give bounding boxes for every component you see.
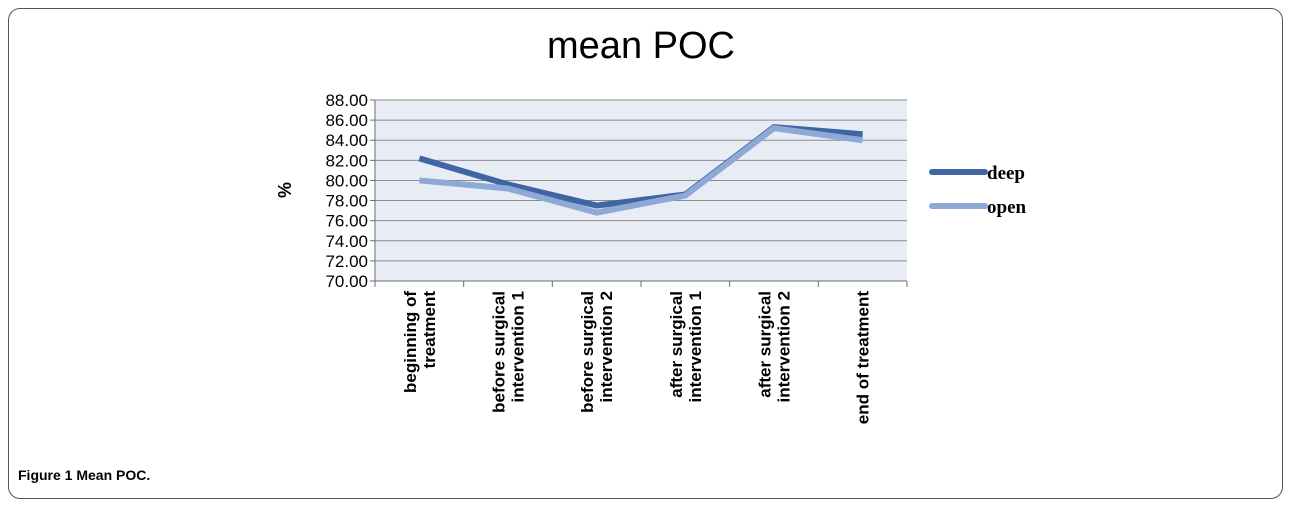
y-tick-label: 70.00 bbox=[325, 272, 368, 291]
y-axis-label: % bbox=[275, 182, 295, 198]
x-tick-label: before surgical bbox=[578, 291, 597, 413]
x-tick-label: intervention 2 bbox=[775, 291, 794, 402]
series-line-open bbox=[419, 125, 864, 216]
y-tick-label: 72.00 bbox=[325, 252, 368, 271]
chart-title: mean POC bbox=[547, 25, 735, 67]
y-tick-label: 86.00 bbox=[325, 111, 368, 130]
y-tick-label: 82.00 bbox=[325, 151, 368, 170]
x-tick-label: after surgical bbox=[667, 291, 686, 398]
legend-label-open: open bbox=[987, 197, 1027, 218]
plot-area bbox=[375, 99, 907, 282]
legend-label-deep: deep bbox=[987, 163, 1025, 184]
y-tick-label: 78.00 bbox=[325, 192, 368, 211]
y-tick-label: 76.00 bbox=[325, 212, 368, 231]
x-tick-label: before surgical bbox=[490, 291, 509, 413]
x-tick-label: intervention 1 bbox=[509, 291, 528, 402]
y-tick-label: 84.00 bbox=[325, 131, 368, 150]
x-tick-label: intervention 1 bbox=[686, 291, 705, 402]
caption-text: Mean POC. bbox=[76, 467, 151, 483]
y-tick-label: 80.00 bbox=[325, 171, 368, 190]
plot-background bbox=[375, 100, 907, 281]
caption-label: Figure 1 bbox=[18, 467, 73, 483]
y-tick-label: 74.00 bbox=[325, 232, 368, 251]
x-tick-label: after surgical bbox=[756, 291, 775, 398]
x-tick-label: beginning of bbox=[401, 291, 420, 393]
figure-caption: Figure 1 Mean POC. bbox=[18, 467, 150, 483]
x-tick-label: treatment bbox=[420, 291, 439, 369]
x-tick-label: intervention 2 bbox=[597, 291, 616, 402]
series-lines bbox=[418, 124, 864, 216]
y-tick-label: 88.00 bbox=[325, 91, 368, 110]
x-tick-label: end of treatment bbox=[854, 291, 873, 425]
legend: deep open bbox=[929, 163, 1027, 218]
